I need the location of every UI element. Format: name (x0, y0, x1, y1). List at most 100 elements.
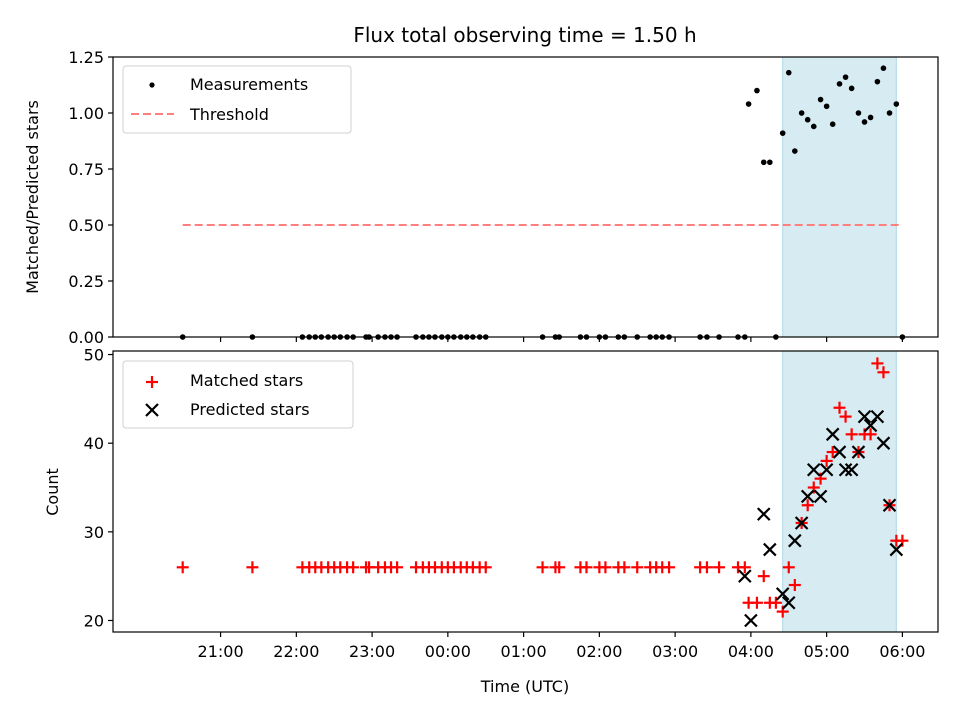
x-tick-label: 22:00 (273, 642, 319, 661)
matched-star-point (580, 561, 593, 574)
measurement-point (893, 101, 900, 107)
measurement-point (855, 110, 862, 116)
counts-y-tick-label: 20 (84, 611, 104, 630)
matched-star-point (845, 428, 858, 441)
x-tick-label: 04:00 (728, 642, 774, 661)
x-tick-label: 01:00 (501, 642, 547, 661)
ratio-x-ticks (219, 337, 903, 342)
matched-star-point (769, 596, 782, 609)
measurement-point (886, 110, 893, 116)
matched-star-point (738, 561, 751, 574)
ratio-y-tick-label: 1.00 (68, 104, 104, 123)
matched-star-point (631, 561, 644, 574)
counts-panel: 20 30 40 50 21:00 22:00 23:00 00:00 01:00 02:00 0… (43, 346, 939, 696)
measurement-point (836, 81, 843, 87)
matched-star-point (536, 561, 549, 574)
legend-matched-label: Matched stars (190, 371, 303, 390)
counts-y-tick-label: 30 (84, 523, 104, 542)
measurement-point (745, 101, 752, 107)
legend-predicted-label: Predicted stars (190, 400, 310, 419)
highlight-span (782, 56, 897, 338)
matched-star-point (246, 561, 259, 574)
measurement-point (817, 96, 824, 103)
matched-star-point (757, 570, 770, 583)
observing-window-span (782, 56, 897, 338)
counts-legend: Matched stars Predicted stars (122, 360, 354, 429)
x-tick-label: 23:00 (349, 642, 395, 661)
predicted-star-point (882, 498, 897, 513)
matched-star-point (391, 561, 404, 574)
x-axis-label: Time (UTC) (480, 677, 569, 696)
predicted-star-point (813, 489, 828, 504)
predicted-star-point (744, 613, 758, 628)
predicted-star-point (794, 516, 809, 530)
measurement-point (861, 119, 868, 125)
counts-axes-frame (112, 350, 939, 633)
matched-star-point (864, 428, 877, 441)
matched-star-point (176, 561, 189, 574)
highlight-span (782, 350, 897, 633)
predicted-star-point (844, 463, 859, 477)
legend-measurements-label: Measurements (190, 75, 308, 94)
predicted-star-point (756, 507, 771, 521)
matched-star-point (663, 561, 676, 574)
matched-star-point (599, 561, 612, 574)
count-points (176, 357, 909, 628)
matched-star-point (788, 579, 801, 592)
matched-star-point (833, 401, 846, 414)
predicted-star-point (889, 542, 904, 557)
counts-legend-box (122, 360, 354, 429)
x-tick-label: 03:00 (652, 642, 698, 661)
predicted-star-point (781, 595, 796, 610)
ratio-y-tick-label: 0.75 (68, 160, 104, 179)
counts-y-tick-label: 40 (84, 434, 104, 453)
legend-matched-marker (146, 376, 158, 388)
legend-threshold-label: Threshold (189, 105, 269, 124)
ratio-y-tick-label: 1.25 (68, 48, 104, 67)
x-tick-label: 00:00 (425, 642, 471, 661)
measurement-point (829, 121, 836, 127)
matched-star-point (820, 454, 833, 467)
predicted-star-point (763, 542, 777, 557)
counts-y-tick-label: 50 (84, 346, 104, 365)
matched-star-point (553, 561, 566, 574)
ratio-y-ticks: 0.00 0.25 0.50 0.75 1.00 1.25 (68, 48, 113, 347)
ratio-y-label: Matched/Predicted stars (23, 100, 42, 294)
measurement-point (880, 65, 887, 71)
predicted-star-point (832, 445, 847, 459)
ratio-y-tick-label: 0.50 (68, 216, 104, 235)
measurement-point (754, 87, 760, 94)
predicted-star-point (857, 409, 872, 424)
measurement-point (874, 78, 881, 85)
predicted-star-point (800, 489, 815, 504)
measurement-point (842, 74, 849, 80)
measurement-point (823, 103, 830, 110)
measurement-point (804, 116, 811, 123)
x-tick-label: 05:00 (804, 642, 850, 661)
x-tick-label: 21:00 (198, 642, 244, 661)
matched-star-point (801, 499, 814, 512)
measurement-point (798, 110, 805, 116)
predicted-star-point (819, 463, 834, 477)
measurement-point (848, 85, 855, 92)
predicted-star-point (788, 533, 802, 548)
predicted-star-point (775, 587, 790, 601)
matched-star-point (347, 561, 360, 574)
ratio-y-tick-label: 0.25 (68, 272, 104, 291)
ratio-panel: 0.00 0.25 0.50 0.75 1.00 1.25 Matched/Predict… (23, 48, 939, 347)
counts-y-label: Count (43, 468, 62, 516)
matched-star-point (877, 366, 890, 379)
counts-x-ticks: 21:00 22:00 23:00 00:00 01:00 02:00 03:00 04:00… (198, 632, 925, 661)
counts-y-ticks: 20 30 40 50 (84, 346, 113, 630)
matched-star-point (871, 357, 884, 370)
measurement-point (779, 130, 786, 136)
x-tick-label: 06:00 (879, 642, 925, 661)
measurement-point (767, 159, 773, 166)
legend-measurements-marker (149, 82, 155, 88)
chart-title: Flux total observing time = 1.50 h (353, 23, 696, 47)
measurement-point (810, 123, 817, 130)
matched-star-point (782, 561, 795, 574)
matched-star-point (826, 446, 839, 459)
ratio-legend: Measurements Threshold (122, 65, 352, 134)
